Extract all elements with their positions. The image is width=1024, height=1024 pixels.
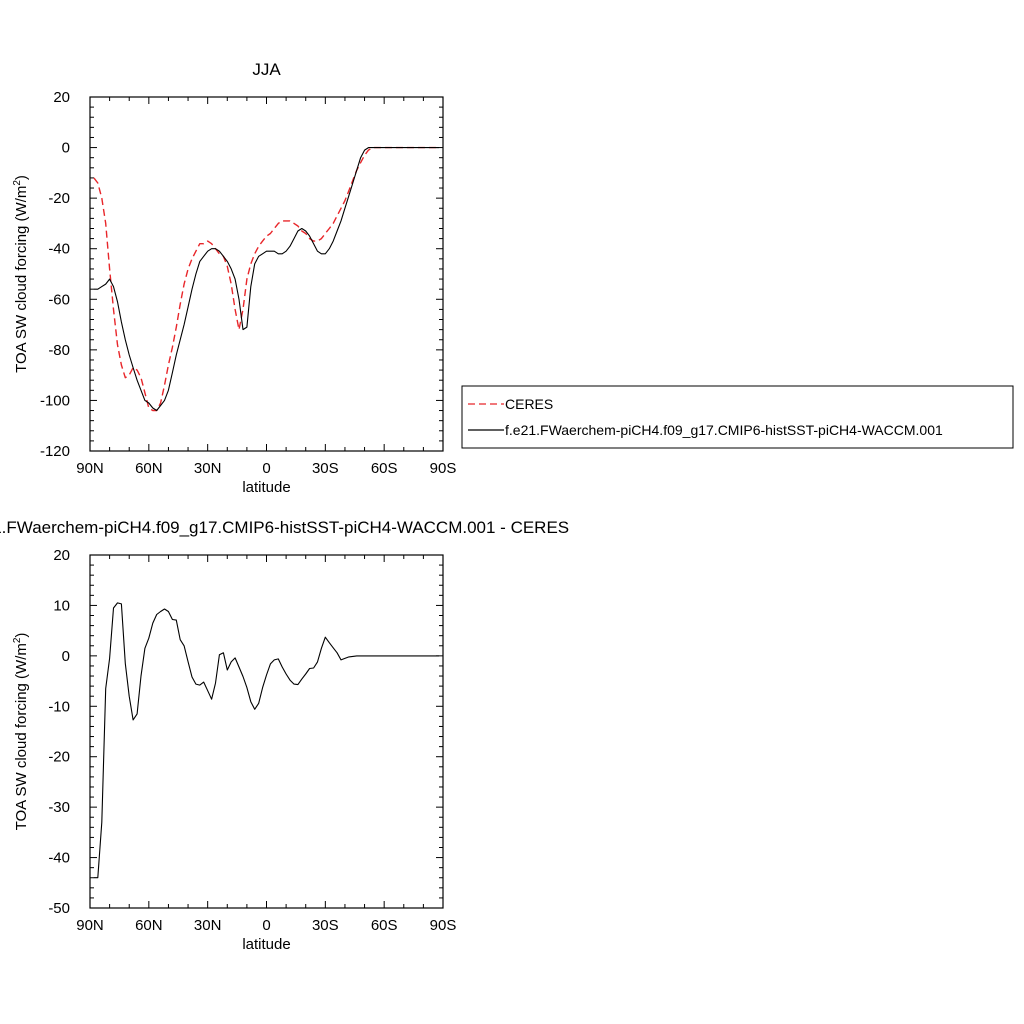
- x-tick-label: 30S: [312, 917, 339, 934]
- y-tick-label: -20: [48, 190, 70, 207]
- y-axis-label-close: ): [13, 175, 30, 180]
- legend-label: CERES: [505, 396, 553, 412]
- y-tick-label: -10: [48, 698, 70, 715]
- y-axis-label-sup: 2: [12, 180, 23, 186]
- legend-box: [461, 385, 1014, 449]
- series-line-f: [93, 147, 440, 412]
- y-tick-label: -20: [48, 749, 70, 766]
- plot-frame: [89, 554, 444, 909]
- x-tick-label: 90S: [430, 917, 457, 934]
- y-tick-label: 0: [62, 140, 70, 157]
- x-tick-label: 0: [262, 460, 270, 477]
- y-axis-label-text: TOA SW cloud forcing (W/m: [13, 186, 30, 373]
- y-tick-label: -80: [48, 342, 70, 359]
- y-tick-label: 10: [53, 597, 70, 614]
- chart-1: 90N 60N 30N 0 30S 60S 90S 20 0 -20 -40 -60 -80 -100 -1…: [12, 60, 1014, 496]
- chart-2: 90N 60N 30N 0 30S 60S 90S 20 10 0 -10 -20 -30 -40 -50 f…: [0, 518, 569, 953]
- chart-title: JJA: [252, 60, 281, 79]
- x-tick-label: 60S: [371, 917, 398, 934]
- x-tick-label: 90N: [76, 460, 104, 477]
- x-tick-label: 30S: [312, 460, 339, 477]
- y-tick-label: 0: [62, 648, 70, 665]
- legend-label: f.e21.FWaerchem-piCH4.f09_g17.CMIP6-hist…: [505, 422, 943, 438]
- y-axis-label: TOA SW cloud forcing (W/m2): [12, 175, 30, 373]
- x-tick-label: 30N: [194, 460, 222, 477]
- x-tick-label: 90N: [76, 917, 104, 934]
- plot-frame: [89, 96, 444, 452]
- y-tick-label: -40: [48, 850, 70, 867]
- x-axis-label: latitude: [242, 936, 290, 953]
- y-tick-label: -120: [40, 443, 70, 460]
- y-tick-label: -60: [48, 291, 70, 308]
- series-line-difference: [93, 602, 440, 879]
- x-tick-label: 90S: [430, 460, 457, 477]
- x-tick-label: 0: [262, 917, 270, 934]
- x-tick-label: 60S: [371, 460, 398, 477]
- x-tick-label: 60N: [135, 917, 163, 934]
- y-tick-label: -100: [40, 392, 70, 409]
- y-tick-label: 20: [53, 547, 70, 564]
- y-tick-label: -40: [48, 241, 70, 258]
- y-axis-label-text: TOA SW cloud forcing (W/m: [13, 643, 30, 830]
- y-axis-label-sup: 2: [12, 637, 23, 643]
- chart-title: f.e21.FWaerchem-piCH4.f09_g17.CMIP6-hist…: [0, 518, 569, 537]
- series-line-ceres: [93, 146, 440, 412]
- y-tick-label: -30: [48, 799, 70, 816]
- y-tick-label: 20: [53, 89, 70, 106]
- y-axis-label: TOA SW cloud forcing (W/m2): [12, 633, 30, 831]
- x-axis-label: latitude: [242, 479, 290, 496]
- y-axis-label-close: ): [13, 633, 30, 638]
- y-tick-label: -50: [48, 900, 70, 917]
- x-tick-label: 60N: [135, 460, 163, 477]
- x-tick-label: 30N: [194, 917, 222, 934]
